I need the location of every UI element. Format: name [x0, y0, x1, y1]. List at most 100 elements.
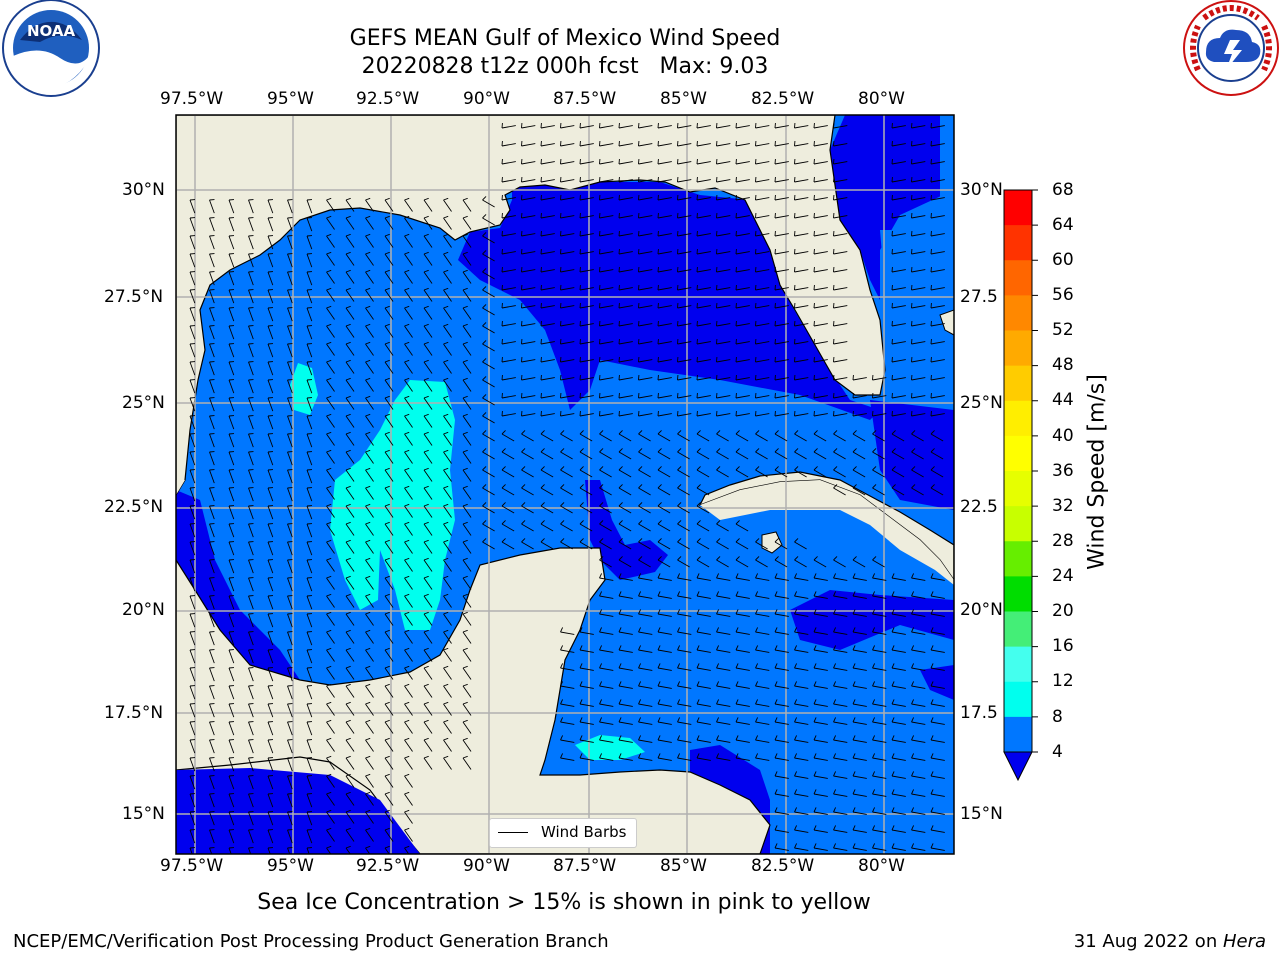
wind-barb-flag — [423, 431, 429, 435]
wind-barb-flag — [384, 467, 390, 471]
wind-barb — [228, 469, 235, 484]
wind-barb — [267, 271, 274, 286]
wind-barb — [618, 215, 633, 219]
wind-barb-flag — [677, 735, 681, 741]
wind-barb — [501, 233, 516, 237]
wind-barb — [657, 721, 672, 725]
wind-barb — [228, 811, 235, 826]
wind-barb — [755, 269, 770, 273]
wind-barb-flag — [930, 699, 934, 705]
wind-barb — [755, 341, 770, 345]
wind-barb — [872, 413, 887, 417]
wind-barb — [501, 523, 515, 532]
wind-barb — [813, 125, 828, 129]
wind-barb — [540, 233, 555, 237]
wind-barb — [833, 559, 846, 568]
wind-barb-flag — [404, 413, 410, 417]
wind-barb — [521, 523, 534, 532]
wind-barb — [930, 595, 945, 599]
wind-barb-flag — [638, 520, 643, 525]
wind-barb — [443, 631, 452, 644]
wind-barb — [657, 739, 672, 743]
wind-barb — [287, 253, 293, 268]
wind-barb — [404, 541, 413, 554]
wind-barb — [306, 649, 313, 664]
wind-barb — [911, 179, 926, 183]
wind-barb — [696, 469, 710, 478]
wind-barb — [540, 433, 554, 442]
wind-barb — [911, 433, 924, 442]
wind-barb — [774, 613, 789, 617]
wind-barb — [930, 233, 945, 237]
wind-barb-flag — [384, 449, 390, 453]
wind-barb — [735, 395, 750, 399]
colorbar-tick: 24 — [1052, 566, 1074, 586]
wind-barb-flag — [404, 269, 410, 273]
wind-barb-flag — [716, 735, 720, 741]
wind-barb — [189, 379, 196, 394]
wind-barb — [774, 721, 789, 725]
wind-barb — [813, 413, 828, 417]
wind-barb — [716, 757, 731, 761]
wind-barb — [326, 559, 335, 572]
wind-barb-flag — [423, 701, 429, 705]
wind-barb — [189, 811, 196, 826]
wind-barb — [716, 595, 731, 599]
wind-barb — [930, 143, 945, 147]
wind-barb — [813, 395, 828, 399]
wind-barb — [852, 559, 866, 568]
wind-barb — [326, 469, 335, 482]
wind-barb — [794, 667, 809, 671]
wind-barb — [248, 739, 254, 754]
wind-barb-flag — [813, 627, 817, 633]
wind-barb — [345, 307, 355, 320]
wind-barb — [404, 613, 413, 626]
wind-barb-flag — [774, 825, 778, 831]
wind-barb — [501, 143, 516, 147]
wind-barb-flag — [872, 627, 876, 633]
wind-barb-flag — [345, 503, 351, 507]
wind-barb — [930, 721, 945, 725]
wind-barb-flag — [618, 520, 623, 525]
wind-barb — [209, 613, 215, 628]
wind-barb — [813, 847, 828, 851]
wind-barb-flag — [404, 377, 410, 381]
wind-barb — [423, 595, 433, 608]
wind-barb — [618, 287, 633, 291]
wind-barb — [696, 649, 711, 653]
wind-barb — [423, 667, 433, 680]
wind-barb-flag — [384, 701, 390, 705]
wind-barb-flag — [345, 305, 351, 309]
wind-barb — [774, 197, 789, 201]
wind-barb-flag — [345, 593, 351, 597]
wind-barb — [462, 325, 472, 338]
wind-barb — [287, 325, 293, 340]
wind-barb-flag — [813, 591, 817, 597]
wind-barb — [794, 341, 809, 345]
wind-barb — [852, 793, 867, 797]
wind-barb — [618, 179, 633, 183]
wind-barb — [189, 325, 196, 340]
wind-barb — [326, 271, 335, 284]
wind-barb — [209, 685, 215, 700]
wind-barb-flag — [384, 827, 390, 831]
wind-barb-flag — [443, 449, 449, 453]
wind-barb — [345, 775, 355, 788]
wind-barb — [560, 469, 573, 478]
wind-barb-flag — [716, 520, 721, 525]
wind-barb-flag — [677, 573, 681, 579]
wind-barb-flag — [599, 591, 603, 597]
wind-barb-flag — [657, 699, 661, 705]
wind-barb-flag — [326, 611, 332, 615]
wind-barb-flag — [852, 717, 856, 723]
wind-barb — [774, 757, 789, 761]
wind-barb — [384, 325, 394, 338]
wind-barb — [345, 379, 355, 392]
wind-barb — [423, 487, 433, 500]
wind-barb — [735, 215, 750, 219]
wind-barb-flag — [404, 593, 410, 597]
wind-barb — [755, 595, 770, 599]
figure-title: GEFS MEAN Gulf of Mexico Wind Speed — [349, 26, 781, 51]
wind-barb — [696, 685, 711, 689]
wind-barb-flag — [599, 573, 603, 579]
